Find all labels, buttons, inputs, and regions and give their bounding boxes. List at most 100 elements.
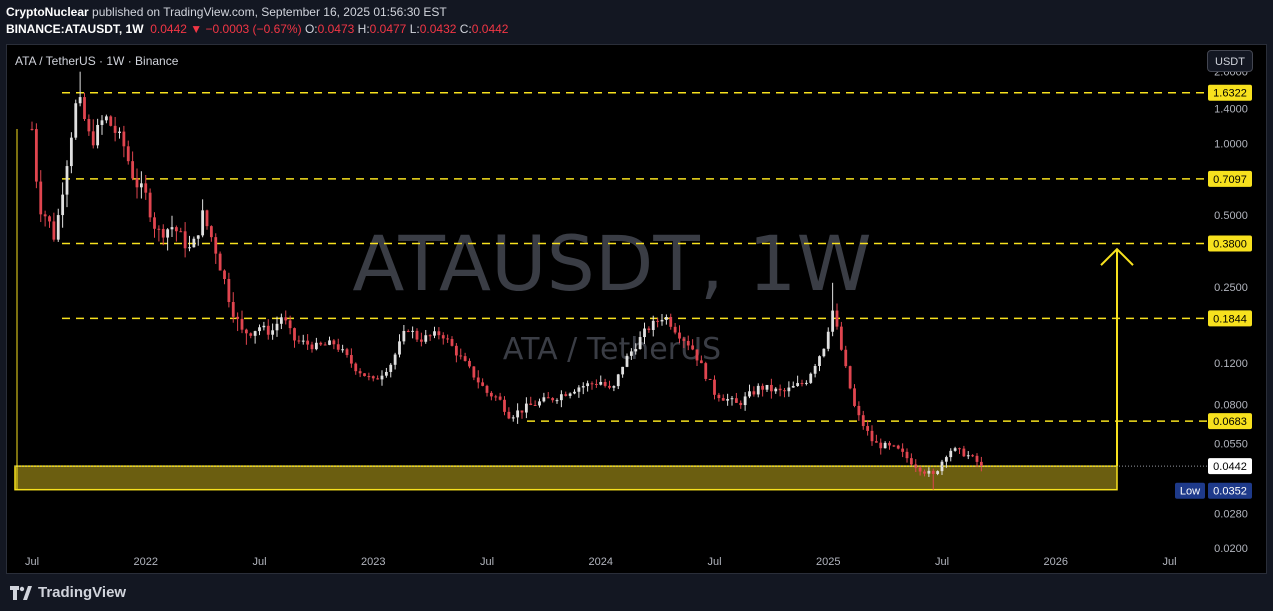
candle-down — [494, 396, 498, 398]
candle-down — [441, 335, 445, 339]
candle-up — [538, 401, 541, 406]
candle-down — [778, 388, 782, 391]
price-chart[interactable]: ATAUSDT, 1W ATA / TetherUS ATA / TetherUS … — [7, 45, 1266, 573]
chart-pane[interactable]: ATAUSDT, 1W ATA / TetherUS ATA / TetherUS … — [6, 44, 1267, 574]
candle-down — [647, 328, 651, 330]
candle-down — [161, 228, 165, 238]
low-price-label: 0.0352 — [1213, 486, 1247, 498]
candle-up — [791, 385, 795, 388]
level-price-tag — [1208, 170, 1252, 187]
candle-up — [726, 399, 730, 401]
candle-up — [616, 374, 620, 387]
candle-up — [804, 382, 808, 384]
candle-down — [594, 383, 598, 385]
symbol-ohlc-line: BINANCE:ATAUSDT, 1W 0.0442 ▼ −0.0003 (−0… — [6, 22, 508, 36]
candle-up — [638, 337, 642, 350]
candle-up — [822, 348, 826, 357]
candle-up — [568, 393, 572, 396]
candle-up — [809, 373, 813, 383]
y-axis-tick-label: 0.0200 — [1214, 543, 1248, 555]
candle-up — [424, 335, 428, 342]
candle-down — [888, 442, 891, 446]
candle-down — [231, 302, 235, 317]
watermark-symbol: ATAUSDT, 1W — [352, 219, 871, 308]
tradingview-brand: TradingView — [38, 584, 127, 601]
close-label: C: — [459, 22, 472, 36]
candle-up — [643, 328, 646, 338]
candle-down — [39, 181, 43, 215]
y-axis-tick-label: 0.1200 — [1214, 358, 1248, 370]
candle-up — [389, 364, 393, 372]
candle-up — [74, 103, 78, 138]
candle-down — [244, 329, 248, 334]
candle-down — [507, 411, 511, 419]
candle-up — [96, 124, 100, 146]
candle-up — [599, 381, 603, 385]
candle-down — [971, 455, 975, 457]
candle-down — [179, 231, 183, 233]
candle-down — [485, 385, 489, 393]
candle-down — [958, 448, 961, 450]
candle-down — [284, 317, 288, 321]
candle-up — [104, 116, 108, 121]
candle-up — [651, 320, 655, 330]
x-axis-tick-label: Jul — [25, 556, 39, 568]
candle-down — [345, 349, 349, 356]
candle-down — [415, 330, 419, 340]
candle-down — [126, 146, 130, 162]
candle-down — [358, 371, 362, 374]
candle-down — [975, 455, 979, 462]
candle-down — [489, 392, 493, 397]
candle-up — [271, 330, 275, 335]
level-price-label: 0.1844 — [1213, 313, 1247, 325]
x-axis-tick-label: 2024 — [589, 556, 613, 568]
candle-down — [800, 383, 804, 385]
level-price-tag — [1208, 84, 1252, 101]
candle-down — [236, 316, 240, 319]
candle-down — [349, 355, 353, 364]
candle-down — [87, 119, 91, 132]
candle-up — [262, 325, 266, 328]
level-price-tag — [1208, 235, 1252, 252]
candle-down — [419, 339, 423, 342]
candle-down — [923, 471, 926, 474]
candle-down — [713, 379, 716, 395]
candle-down — [498, 396, 502, 400]
candle-down — [905, 451, 909, 459]
candle-up — [258, 327, 261, 332]
candle-up — [279, 317, 283, 324]
candle-down — [113, 125, 117, 133]
candle-up — [61, 194, 65, 216]
author-name[interactable]: CryptoNuclear — [6, 5, 89, 19]
current-price-label: 0.0442 — [1213, 461, 1247, 473]
price-change: −0.0003 (−0.67%) — [205, 22, 302, 36]
publication-line: CryptoNuclear published on TradingView.c… — [6, 5, 447, 19]
low-tag — [1175, 482, 1205, 499]
candle-down — [459, 355, 463, 357]
candle-down — [376, 378, 380, 380]
candle-down — [879, 442, 883, 449]
candle-up — [831, 310, 835, 332]
candle-down — [752, 391, 756, 395]
candle-down — [769, 384, 773, 392]
candle-down — [909, 458, 913, 465]
candle-up — [555, 400, 559, 402]
candle-up — [813, 365, 817, 374]
currency-button[interactable]: USDT — [1207, 50, 1253, 72]
candle-up — [188, 247, 191, 249]
candle-up — [170, 227, 174, 230]
candle-down — [223, 270, 226, 280]
candle-up — [384, 371, 388, 376]
candle-down — [367, 376, 371, 378]
candle-down — [695, 349, 699, 361]
y-axis-tick-label: 0.2500 — [1214, 282, 1248, 294]
tradingview-logo[interactable]: TradingView — [10, 584, 126, 601]
candle-down — [857, 405, 861, 416]
candle-down — [450, 339, 454, 346]
candle-up — [380, 375, 384, 380]
candle-up — [201, 210, 205, 236]
candle-up — [65, 166, 69, 195]
candle-down — [249, 333, 253, 336]
candle-down — [371, 376, 375, 379]
candle-down — [288, 320, 292, 329]
